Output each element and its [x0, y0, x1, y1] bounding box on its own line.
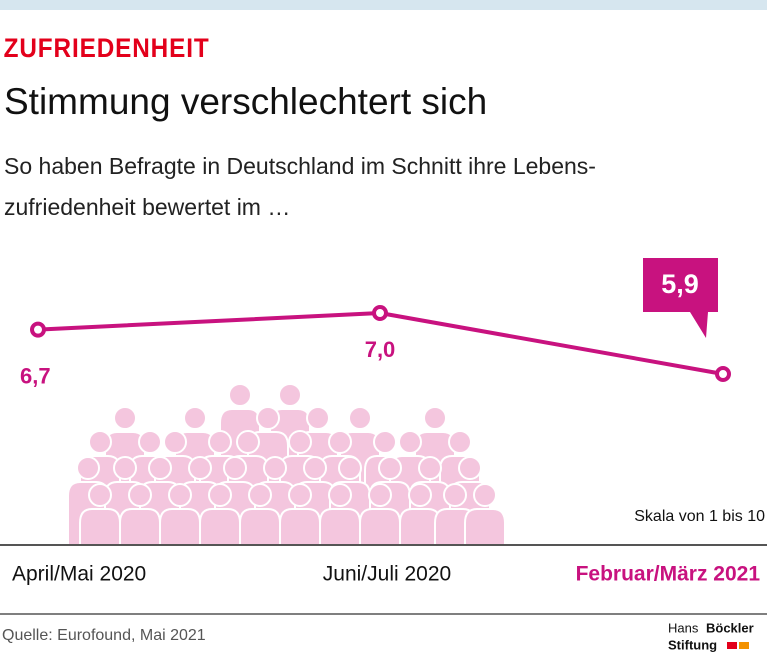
- data-point: [715, 366, 731, 382]
- person-head: [443, 483, 467, 507]
- data-point: [30, 321, 46, 338]
- person-head: [256, 406, 280, 430]
- logo-text: Böckler: [706, 620, 754, 635]
- person-head: [328, 483, 352, 507]
- callout: [643, 258, 718, 338]
- person-head: [138, 430, 162, 454]
- person-head: [303, 456, 327, 480]
- person-head: [148, 456, 172, 480]
- person-head: [188, 456, 212, 480]
- person-head: [278, 383, 302, 407]
- person-body: [359, 508, 401, 546]
- person-head: [183, 406, 207, 430]
- x-tick-label: Februar/März 2021: [576, 563, 761, 586]
- person-head: [473, 483, 497, 507]
- person-head: [88, 430, 112, 454]
- person-head: [168, 483, 192, 507]
- person-body: [279, 508, 321, 546]
- person-head: [236, 430, 260, 454]
- person-body: [79, 508, 121, 546]
- logo-mark: [739, 642, 749, 649]
- top-band: [0, 0, 767, 10]
- source: Quelle: Eurofound, Mai 2021: [2, 627, 206, 644]
- person-head: [398, 430, 422, 454]
- person-head: [228, 383, 252, 407]
- person-body: [464, 508, 506, 546]
- person-head: [208, 430, 232, 454]
- person-head: [248, 483, 272, 507]
- person-head: [263, 456, 287, 480]
- person-head: [458, 456, 482, 480]
- person-body: [159, 508, 201, 546]
- person-head: [288, 430, 312, 454]
- chart-title: Stimmung verschlechtert sich: [4, 81, 487, 122]
- person-head: [288, 483, 312, 507]
- person-head: [423, 406, 447, 430]
- person-body: [199, 508, 241, 546]
- logo-text: Hans: [668, 620, 699, 635]
- kicker: ZUFRIEDENHEIT: [4, 34, 210, 63]
- person-head: [328, 430, 352, 454]
- person-head: [113, 406, 137, 430]
- person-head: [418, 456, 442, 480]
- logo-text: Stiftung: [668, 637, 717, 652]
- person-head: [368, 483, 392, 507]
- data-point: [372, 305, 388, 321]
- person-body: [239, 508, 281, 546]
- subtitle: So haben Befragte in Deutschland im Schn…: [4, 153, 596, 179]
- person-head: [378, 456, 402, 480]
- person-head: [163, 430, 187, 454]
- logo-mark: [727, 642, 737, 649]
- person-head: [88, 483, 112, 507]
- person-head: [348, 406, 372, 430]
- value-label: 5,9: [661, 269, 699, 299]
- logo: Hans Böckler Stiftung: [668, 620, 754, 652]
- person-head: [208, 483, 232, 507]
- people-illustration: [67, 383, 506, 546]
- x-tick-label: April/Mai 2020: [12, 563, 146, 586]
- note: Skala von 1 bis 10: [634, 508, 765, 525]
- subtitle: zufriedenheit bewertet im …: [4, 194, 290, 220]
- person-head: [306, 406, 330, 430]
- person-body: [119, 508, 161, 546]
- value-label: 6,7: [20, 363, 51, 388]
- person-head: [128, 483, 152, 507]
- person-head: [76, 456, 100, 480]
- x-tick-label: Juni/Juli 2020: [323, 563, 451, 586]
- person-head: [338, 456, 362, 480]
- person-head: [113, 456, 137, 480]
- person-head: [448, 430, 472, 454]
- person-head: [223, 456, 247, 480]
- person-head: [373, 430, 397, 454]
- person-head: [408, 483, 432, 507]
- person-body: [319, 508, 361, 546]
- value-label: 7,0: [365, 337, 396, 362]
